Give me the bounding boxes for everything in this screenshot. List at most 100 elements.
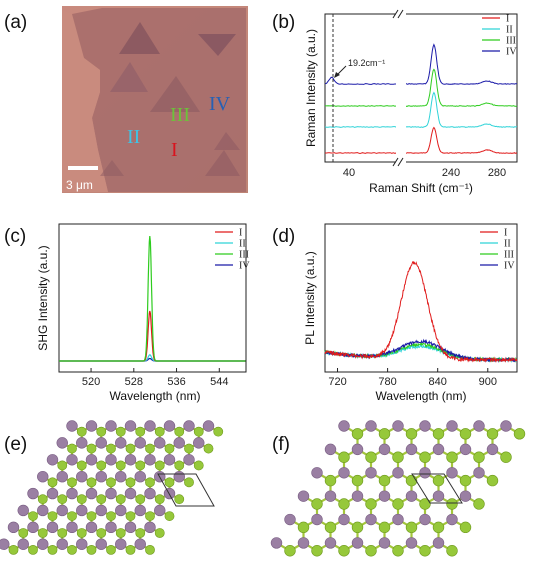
raman-series-ii-high [403,91,518,128]
atom-purple [66,420,78,432]
atom-purple [338,420,350,432]
atom-green [486,428,499,440]
lattice-f [270,420,526,557]
legend-label-iii: III [506,36,516,47]
atom-green [378,521,391,534]
atom-green [115,460,126,471]
annotation-arrowhead [334,72,340,78]
shg-xtick-528: 528 [125,376,143,388]
atom-purple [105,420,117,432]
atom-green [86,511,97,521]
atom-purple [95,470,107,483]
atom-green [419,498,431,510]
atom-green [106,544,116,555]
region-label-ii: II [127,126,140,148]
atom-purple [163,420,176,432]
atom-green [135,494,146,505]
pl-xtick-840: 840 [429,376,447,388]
atom-purple [183,420,195,432]
atom-purple [324,443,337,456]
legend-label-i: I [504,228,507,239]
atom-green [338,498,350,510]
micrograph-domain [150,76,200,112]
atom-purple [134,470,146,483]
legend-label-iii: III [239,250,249,261]
atom-purple [297,537,310,549]
atom-green [135,426,146,437]
atom-green [57,494,68,505]
atom-purple [76,538,88,550]
atom-green [96,528,107,538]
legend-label-iv: IV [504,261,515,272]
atom-purple [284,513,296,526]
shg-xtick-544: 544 [210,376,228,388]
atom-green [135,528,146,538]
atom-purple [95,538,107,550]
atom-purple [392,420,404,432]
atom-purple [85,454,98,466]
micrograph-domain [198,34,236,56]
atom-purple [124,454,137,466]
atom-purple [95,437,107,449]
panel-label-b: (b) [272,12,296,33]
atom-green [473,451,485,463]
atom-purple [85,487,98,500]
atom-purple [365,420,377,432]
atom-purple [76,504,88,517]
atom-purple [163,454,176,466]
raman-series-iv-high [403,43,518,85]
atom-purple [446,420,458,432]
atom-purple [124,420,137,432]
atom-green [446,545,458,557]
atom-green [446,498,458,510]
atom-green [67,511,77,521]
atom-purple [419,467,431,479]
atom-green [351,474,364,487]
raman-series-iii-high [403,68,518,107]
shg-xtick-536: 536 [167,376,185,388]
atom-green [125,443,136,454]
raman-annotation: 19.2cm⁻¹ [348,58,385,68]
panel-label-f: (f) [272,434,290,455]
atom-green [405,521,418,534]
raman-series-iv-low [324,76,399,85]
atom-purple [85,521,98,534]
legend-label-iv: IV [239,261,250,272]
panel-label-c: (c) [4,226,27,247]
atom-purple [27,487,39,500]
atom-green [145,511,155,521]
atom-purple [338,467,350,479]
atom-purple [115,504,127,517]
atom-green [419,545,431,557]
atom-green [86,544,97,555]
atom-purple [338,513,350,526]
atom-purple [351,443,364,456]
atom-purple [446,513,458,526]
raman-series-ii-low [324,126,399,128]
atom-green [106,443,116,454]
atom-purple [7,521,20,534]
region-label-iv: IV [209,93,231,115]
atom-green [96,426,107,437]
atom-purple [486,443,499,456]
atom-purple [351,490,364,502]
atom-green [351,521,364,534]
atom-purple [56,538,68,550]
atom-purple [154,437,166,449]
atom-green [18,528,29,538]
atom-green [115,426,126,437]
region-label-iii: III [170,104,190,126]
atom-green [76,528,87,538]
atom-green [115,494,126,505]
atom-purple [297,490,310,502]
atom-purple [17,504,29,517]
raman-ylabel: Raman Intensity (a.u.) [304,29,318,147]
unit-cell-e [157,473,215,507]
atom-green [365,451,377,463]
atom-green [154,494,165,505]
shg-xlabel: Wavelength (nm) [110,389,201,403]
atom-green [378,474,391,487]
pl-ylabel: PL Intensity (a.u.) [303,251,317,345]
